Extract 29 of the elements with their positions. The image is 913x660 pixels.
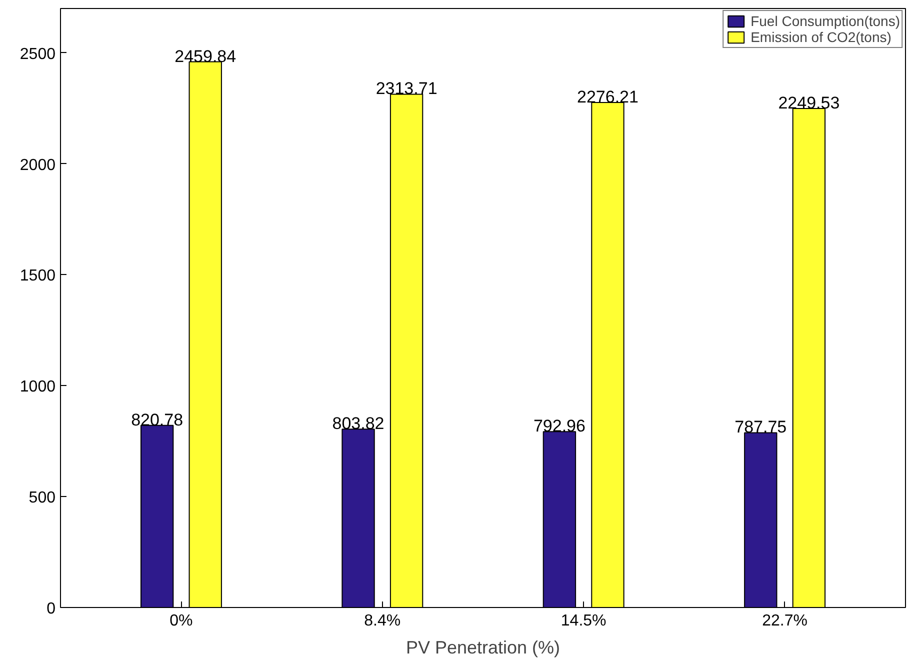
bar bbox=[188, 61, 222, 608]
y-tick-label: 2500 bbox=[20, 46, 56, 63]
bar bbox=[390, 94, 424, 608]
legend-label: Fuel Consumption(tons) bbox=[750, 13, 900, 29]
data-label: 820.78 bbox=[131, 410, 184, 430]
bar bbox=[542, 431, 576, 608]
data-label: 792.96 bbox=[533, 416, 586, 436]
data-label: 2459.84 bbox=[174, 46, 236, 66]
bar bbox=[342, 428, 375, 608]
bar bbox=[744, 432, 778, 608]
x-axis-title: PV Penetration (%) bbox=[406, 638, 560, 658]
x-tick-label: 22.7% bbox=[762, 612, 808, 630]
x-tick-label: 14.5% bbox=[560, 612, 606, 630]
bar bbox=[792, 108, 826, 608]
y-tick-label: 1500 bbox=[20, 268, 56, 285]
y-tick-label: 500 bbox=[28, 490, 56, 507]
bar bbox=[591, 102, 624, 608]
data-label: 2249.53 bbox=[778, 93, 840, 112]
bar bbox=[140, 424, 174, 608]
y-tick-label: 2000 bbox=[20, 156, 56, 174]
legend-label: Emission of CO2(tons) bbox=[750, 29, 892, 45]
data-label: 2276.21 bbox=[577, 88, 638, 107]
y-tick-label: 0 bbox=[46, 600, 56, 618]
x-tick-label: 8.4% bbox=[364, 612, 401, 630]
data-label: 2313.71 bbox=[376, 79, 438, 98]
data-label: 787.75 bbox=[734, 418, 787, 437]
data-label: 803.82 bbox=[332, 414, 384, 434]
y-tick-label: 1000 bbox=[20, 378, 56, 396]
x-tick-label: 0% bbox=[170, 612, 193, 630]
